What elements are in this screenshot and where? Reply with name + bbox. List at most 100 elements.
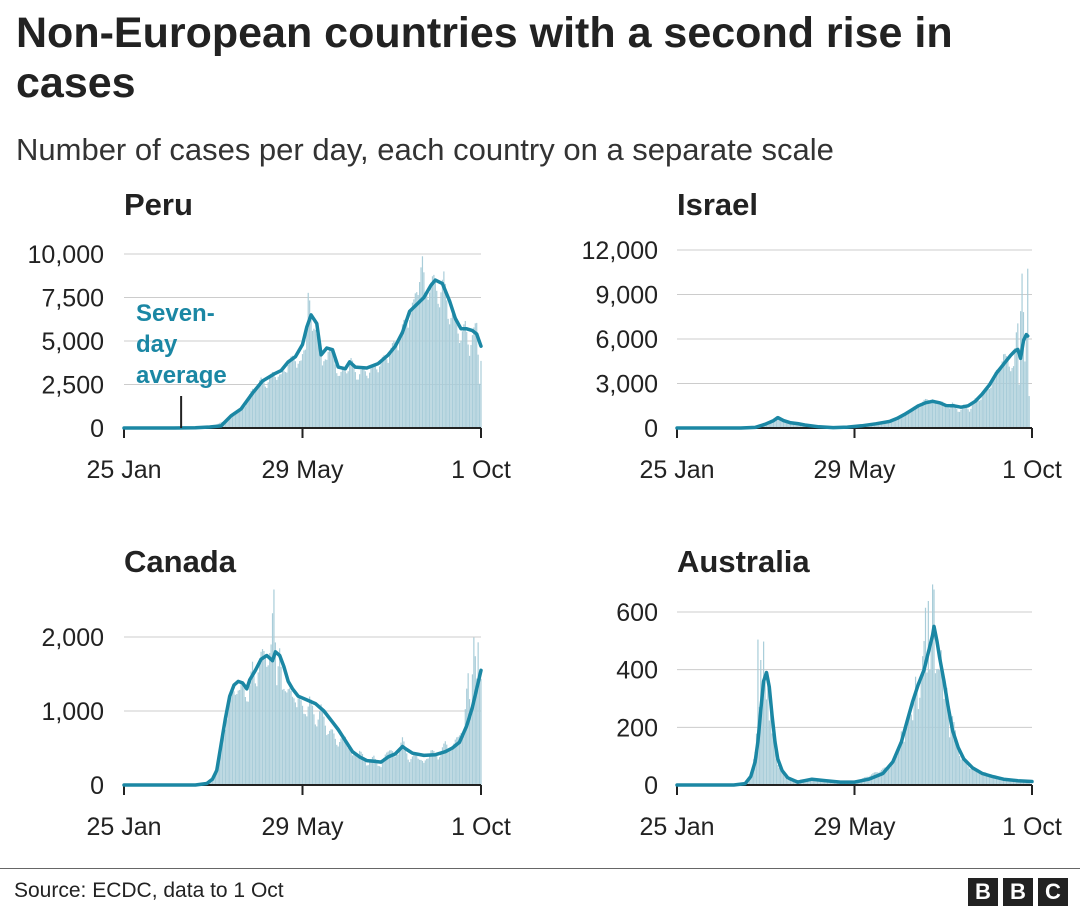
israel-daily-bar: [1003, 354, 1005, 428]
australia-daily-bar: [957, 748, 959, 785]
peru-daily-bar: [294, 361, 296, 428]
peru-daily-bar: [251, 388, 254, 428]
israel-daily-bar: [1007, 360, 1009, 428]
peru-y-tick-label: 2,500: [41, 372, 104, 400]
peru-daily-bar: [334, 364, 336, 428]
peru-daily-bar: [324, 359, 326, 428]
peru-daily-bar: [229, 416, 231, 428]
canada-daily-bar: [344, 736, 346, 785]
australia-daily-bar: [895, 753, 897, 785]
canada-daily-bar: [346, 744, 348, 785]
australia-daily-bar: [917, 709, 919, 785]
peru-daily-bar: [236, 413, 238, 428]
canada-daily-bar: [357, 754, 359, 785]
peru-daily-bar: [404, 319, 406, 428]
australia-daily-bar: [900, 731, 902, 785]
canada-daily-bar: [240, 683, 242, 785]
peru-daily-bar: [270, 373, 272, 428]
peru-daily-bar: [356, 379, 358, 428]
canada-daily-bar: [219, 753, 221, 785]
australia-daily-bar: [883, 767, 885, 785]
peru-daily-bar: [239, 409, 241, 428]
canada-daily-bar: [460, 733, 462, 785]
canada-daily-bar: [316, 726, 318, 785]
australia-daily-bar: [1024, 781, 1026, 785]
australia-daily-bar: [825, 780, 827, 785]
canada-daily-bar: [269, 653, 271, 785]
peru-daily-bar: [410, 309, 412, 428]
canada-daily-bar: [480, 678, 482, 785]
israel-daily-bar: [977, 399, 979, 428]
canada-daily-bar: [223, 731, 225, 785]
australia-daily-bar: [822, 780, 824, 785]
peru-daily-bar: [293, 357, 295, 428]
canada-daily-bar: [221, 734, 224, 785]
israel-daily-bar: [980, 399, 982, 428]
peru-y-tick-label: 5,000: [41, 328, 104, 356]
israel-daily-bar: [1000, 369, 1002, 428]
canada-daily-bar: [350, 751, 352, 785]
canada-daily-bar: [251, 661, 254, 785]
israel-daily-bar: [930, 399, 932, 428]
peru-daily-bar: [307, 292, 309, 428]
peru-daily-bar: [343, 369, 345, 428]
australia-daily-bar: [819, 780, 822, 785]
canada-daily-bar: [281, 689, 284, 785]
israel-daily-bar: [1005, 356, 1008, 428]
canada-daily-bar: [311, 705, 314, 785]
peru-daily-bar: [267, 382, 269, 428]
source-note: Source: ECDC, data to 1 Oct: [14, 879, 284, 902]
australia-y-tick-label: 400: [616, 657, 658, 685]
canada-daily-bar: [387, 751, 389, 785]
canada-daily-bar: [286, 692, 288, 785]
peru-daily-bar: [349, 364, 351, 428]
peru-daily-bar: [279, 374, 281, 428]
australia-daily-bar: [930, 643, 932, 785]
canada-daily-bar: [310, 699, 312, 785]
canada-daily-bar: [210, 779, 212, 785]
canada-daily-bar: [431, 750, 434, 785]
peru-daily-bar: [344, 371, 346, 428]
australia-daily-bar: [768, 720, 770, 785]
israel-daily-bar: [929, 400, 931, 428]
australia-daily-bar: [963, 759, 965, 785]
canada-daily-bar: [450, 749, 452, 785]
peru-daily-bar: [396, 346, 398, 428]
australia-daily-bar: [814, 779, 816, 785]
peru-daily-bar: [274, 377, 276, 428]
peru-daily-bar: [277, 376, 279, 428]
australia-daily-bar: [939, 669, 941, 785]
australia-daily-bar: [809, 779, 812, 785]
australia-daily-bar: [761, 704, 763, 785]
israel-daily-bar: [956, 408, 958, 428]
peru-daily-bar: [444, 283, 446, 428]
israel-daily-bar: [902, 415, 904, 428]
canada-daily-bar: [416, 754, 418, 785]
israel-daily-bar: [772, 419, 775, 428]
peru-y-tick-label: 7,500: [41, 285, 104, 313]
australia-daily-bar: [812, 779, 814, 785]
canada-daily-bar: [234, 694, 236, 785]
peru-daily-bar: [333, 356, 335, 428]
canada-daily-bar: [467, 673, 469, 785]
peru-daily-bar: [366, 375, 368, 428]
canada-daily-bar: [336, 744, 338, 785]
bbc-logo-letter: B: [968, 878, 998, 906]
israel-daily-bar: [984, 388, 986, 428]
peru-daily-bar: [353, 365, 355, 428]
australia-daily-bar: [885, 767, 887, 785]
israel-daily-bar: [782, 420, 785, 428]
israel-daily-bar: [900, 416, 902, 428]
australia-daily-bar: [1022, 781, 1025, 785]
peru-daily-bar: [414, 293, 416, 428]
australia-daily-bar: [788, 779, 790, 785]
israel-daily-bar: [974, 398, 976, 428]
peru-daily-bar: [421, 256, 424, 428]
australia-daily-bar: [968, 768, 971, 785]
canada-daily-bar: [413, 754, 415, 785]
canada-daily-bar: [443, 743, 445, 785]
australia-daily-bar: [815, 779, 817, 785]
canada-x-tick-label: 1 Oct: [451, 813, 511, 841]
israel-daily-bar: [879, 423, 881, 428]
israel-daily-bar: [872, 423, 874, 428]
